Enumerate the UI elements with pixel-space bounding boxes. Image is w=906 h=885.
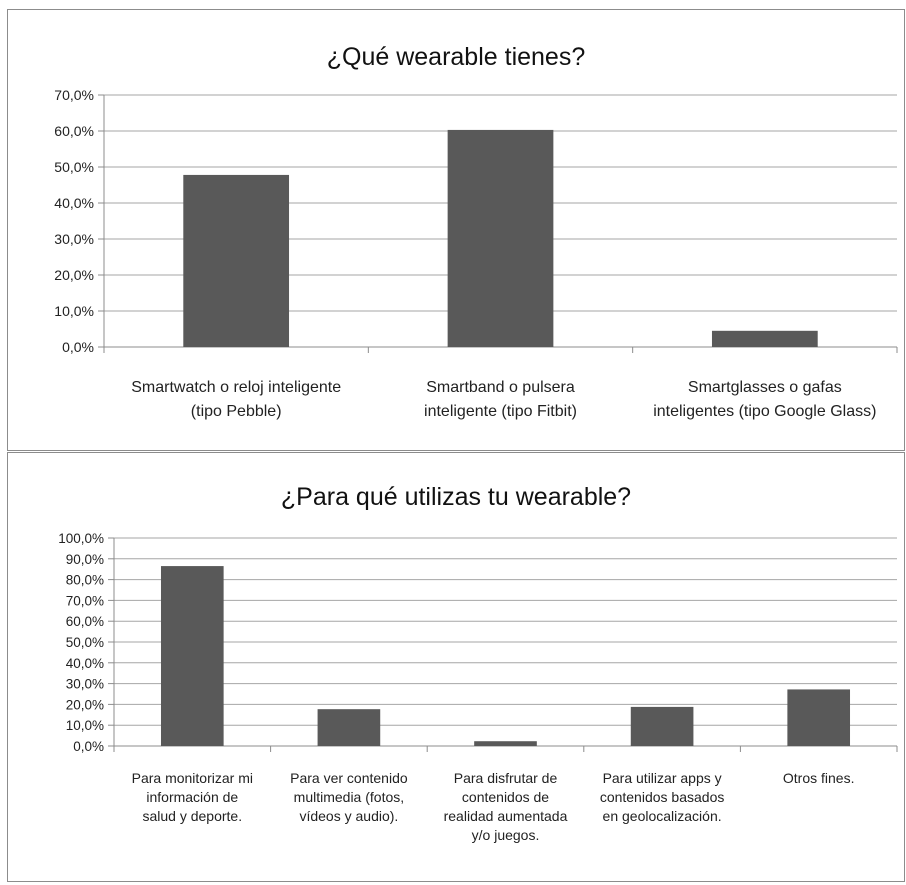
bar-3 (711, 330, 818, 347)
y-tick-label: 70,0% (54, 87, 94, 103)
x-category-label-line: Smartglasses o gafas (688, 379, 842, 396)
chart-panel-wearable-use: ¿Para qué utilizas tu wearable? 0,0% 10,0… (7, 452, 905, 882)
chart-title: ¿Qué wearable tienes? (326, 43, 586, 71)
y-tick-label: 100,0% (58, 531, 104, 546)
x-category-label-line: información de (146, 789, 238, 805)
x-category-label: Para monitorizar mi información de salud y… (132, 770, 253, 824)
x-category-label: Otros fines. (783, 770, 855, 786)
chart-title: ¿Para qué utilizas tu wearable? (280, 483, 632, 511)
x-category-label-line: y/o juegos. (472, 827, 540, 843)
y-tick-label: 10,0% (66, 718, 104, 733)
y-tick-label: 20,0% (66, 697, 104, 712)
x-category-label-line: en geolocalización. (603, 808, 722, 824)
x-category-label-line: Para monitorizar mi (132, 770, 253, 786)
x-category-label-line: contenidos basados (600, 789, 725, 805)
y-tick-label: 50,0% (66, 635, 104, 650)
bar-chart-wearable-use: 0,0% 10,0% 20,0% 30,0% 40,0% 50,0% 60,0% 70,0% 8… (58, 531, 898, 843)
x-category-label-line: salud y deporte. (142, 808, 242, 824)
y-tick-label: 30,0% (66, 677, 104, 692)
bar-chart-wearable-owned: 0,0% 10,0% 20,0% 30,0% 40,0% 50,0% 60,0% 70,0% S… (54, 87, 898, 420)
bar-4 (630, 706, 694, 746)
y-tick-label: 80,0% (66, 573, 104, 588)
y-tick-label: 30,0% (54, 231, 94, 247)
bar-2 (317, 709, 381, 746)
y-tick-label: 20,0% (54, 267, 94, 283)
x-category-label-line: Smartband o pulsera (426, 379, 575, 396)
x-category-label-line: (tipo Pebble) (191, 403, 282, 420)
chart-panel-wearable-owned: ¿Qué wearable tienes? 0,0% 10,0% 20,0% 30,0… (7, 9, 905, 451)
y-tick-label: 0,0% (62, 339, 94, 355)
y-tick-label: 10,0% (54, 303, 94, 319)
x-category-label-line: inteligente (tipo Fitbit) (424, 403, 577, 420)
y-tick-label: 50,0% (54, 159, 94, 175)
y-tick-label: 70,0% (66, 593, 104, 608)
x-category-label: Para disfrutar de contenidos de realidad a… (444, 770, 568, 843)
bar-3 (474, 741, 537, 746)
x-category-label: Smartband o pulsera inteligente (tipo Fit… (424, 379, 577, 420)
y-tick-label: 40,0% (66, 656, 104, 671)
x-category-label: Para ver contenido multimedia (fotos, víde… (290, 770, 408, 824)
x-category-label-line: Para utilizar apps y (603, 770, 722, 786)
bar-5 (787, 689, 851, 746)
x-category-label-line: Otros fines. (783, 770, 855, 786)
x-category-label-line: multimedia (fotos, (294, 789, 404, 805)
x-category-label-line: inteligentes (tipo Google Glass) (653, 403, 876, 420)
x-category-label-line: Para disfrutar de (454, 770, 558, 786)
x-category-label-line: Smartwatch o reloj inteligente (131, 379, 341, 396)
bar-1 (183, 174, 290, 347)
x-category-label: Para utilizar apps y contenidos basados en… (600, 770, 725, 824)
x-category-label-line: realidad aumentada (444, 808, 568, 824)
y-tick-label: 90,0% (66, 552, 104, 567)
y-tick-label: 60,0% (66, 614, 104, 629)
x-category-label-line: vídeos y audio). (299, 808, 398, 824)
x-category-label: Smartwatch o reloj inteligente (tipo Pebb… (131, 379, 341, 420)
x-category-label-line: Para ver contenido (290, 770, 408, 786)
y-tick-label: 60,0% (54, 123, 94, 139)
x-category-label-line: contenidos de (462, 789, 549, 805)
y-tick-label: 0,0% (73, 739, 104, 754)
bar-2 (447, 129, 554, 347)
bar-1 (160, 566, 224, 746)
x-category-label: Smartglasses o gafas inteligentes (tipo G… (653, 379, 876, 420)
y-tick-label: 40,0% (54, 195, 94, 211)
